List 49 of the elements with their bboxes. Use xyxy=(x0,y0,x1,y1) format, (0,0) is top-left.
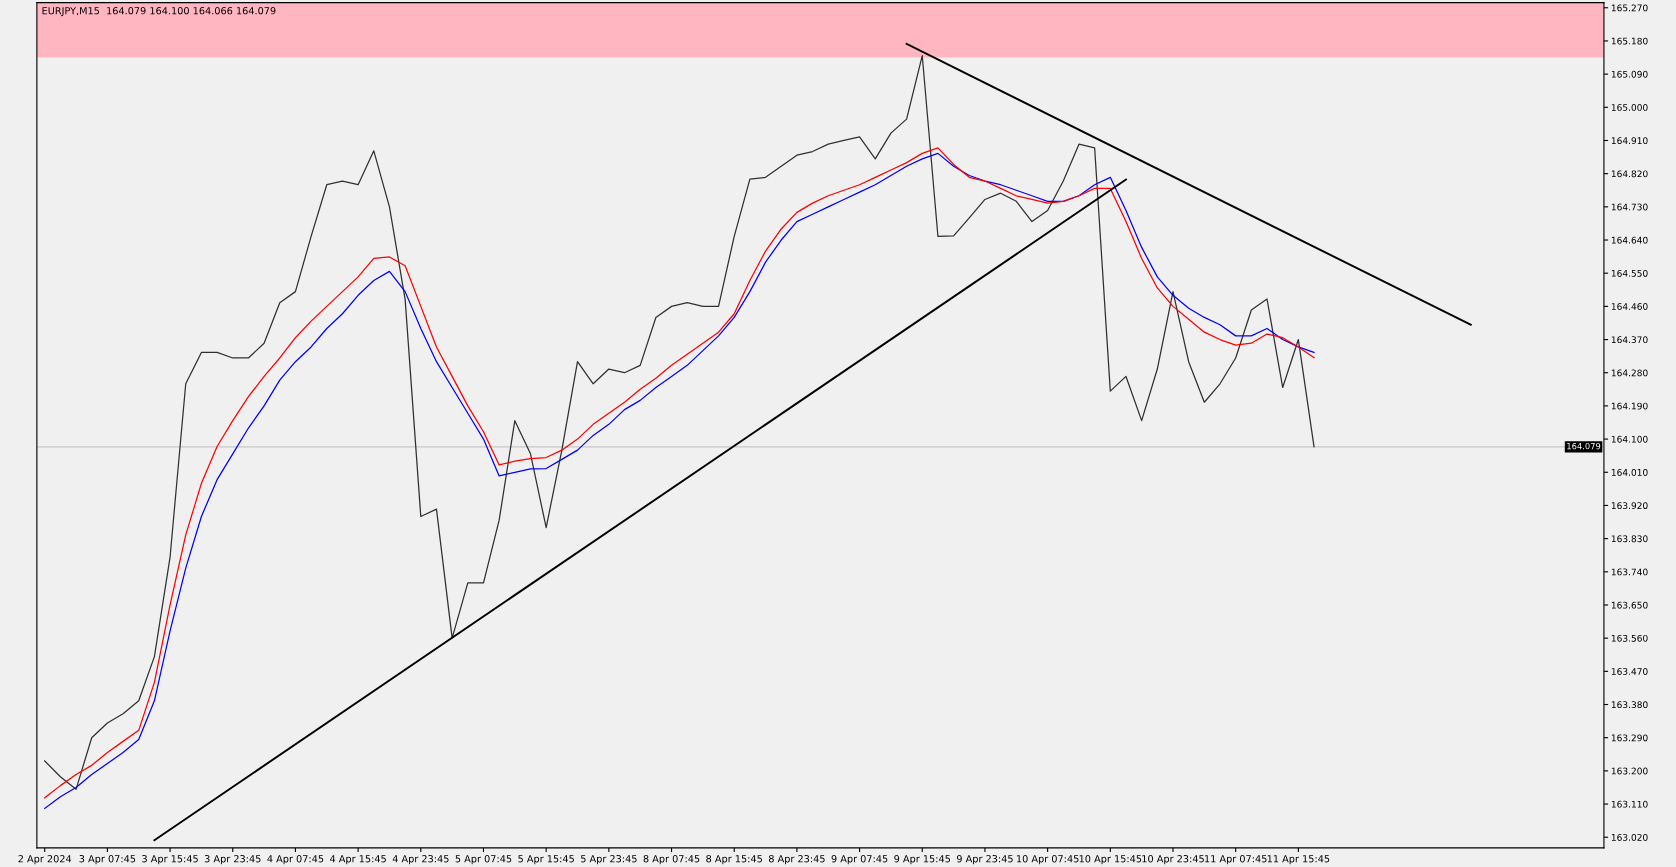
y-tick-label: 164.190 xyxy=(1611,402,1648,410)
x-tick-label: 3 Apr 15:45 xyxy=(142,855,198,865)
x-tick-label: 4 Apr 15:45 xyxy=(329,855,386,865)
x-tick-label: 9 Apr 23:45 xyxy=(956,855,1013,865)
y-tick-label: 164.370 xyxy=(1611,336,1648,344)
y-tick-label: 164.640 xyxy=(1611,236,1648,244)
y-tick-label: 165.270 xyxy=(1611,4,1648,12)
x-tick-label: 5 Apr 07:45 xyxy=(455,855,512,865)
x-tick-label: 11 Apr 07:45 xyxy=(1205,855,1267,865)
y-tick-label: 165.180 xyxy=(1611,37,1648,45)
y-tick-label: 164.550 xyxy=(1611,269,1648,277)
y-tick-label: 164.100 xyxy=(1611,435,1648,443)
y-tick-label: 163.380 xyxy=(1611,701,1648,709)
x-tick-label: 5 Apr 15:45 xyxy=(518,855,574,865)
y-tick-label: 164.280 xyxy=(1611,369,1648,377)
x-tick-label: 8 Apr 15:45 xyxy=(706,855,762,865)
y-tick-label: 163.920 xyxy=(1611,502,1648,509)
y-tick-label: 164.010 xyxy=(1611,469,1648,476)
y-tick-label: 164.820 xyxy=(1611,170,1648,178)
x-tick-label: 3 Apr 23:45 xyxy=(204,855,261,865)
ref-line-label: 164.079 xyxy=(1567,442,1601,450)
y-tick-label: 164.730 xyxy=(1611,203,1648,211)
y-tick-label: 163.290 xyxy=(1611,734,1648,742)
y-tick-label: 165.000 xyxy=(1611,104,1648,111)
x-tick-label: 3 Apr 07:45 xyxy=(79,855,136,865)
y-tick-label: 164.460 xyxy=(1611,303,1648,310)
chart-title: EURJPY,M15 164.079 164.100 164.066 164.079 xyxy=(42,7,276,17)
y-tick-label: 163.830 xyxy=(1611,535,1648,543)
x-tick-label: 11 Apr 15:45 xyxy=(1267,855,1330,865)
x-tick-label: 5 Apr 23:45 xyxy=(581,855,637,865)
y-tick-label: 163.470 xyxy=(1611,668,1648,675)
y-tick-label: 163.110 xyxy=(1611,800,1648,808)
x-tick-label: 10 Apr 07:45 xyxy=(1017,855,1079,865)
x-tick-label: 10 Apr 15:45 xyxy=(1079,855,1142,865)
x-tick-label: 4 Apr 07:45 xyxy=(267,855,324,865)
x-tick-label: 9 Apr 15:45 xyxy=(894,855,951,865)
y-tick-label: 163.200 xyxy=(1611,767,1648,775)
y-tick-label: 163.560 xyxy=(1611,634,1648,642)
x-tick-label: 8 Apr 23:45 xyxy=(768,855,825,865)
x-tick-label: 8 Apr 07:45 xyxy=(643,855,700,865)
x-tick-label: 9 Apr 07:45 xyxy=(831,855,888,865)
y-tick-label: 164.910 xyxy=(1611,137,1648,145)
y-tick-label: 163.650 xyxy=(1611,601,1648,609)
x-tick-label: 2 Apr 2024 xyxy=(18,855,72,865)
y-tick-label: 163.020 xyxy=(1611,833,1648,841)
x-tick-label: 10 Apr 23:45 xyxy=(1142,855,1204,865)
x-tick-label: 4 Apr 23:45 xyxy=(392,855,449,865)
y-tick-label: 163.740 xyxy=(1611,568,1648,576)
y-tick-label: 165.090 xyxy=(1611,70,1648,78)
